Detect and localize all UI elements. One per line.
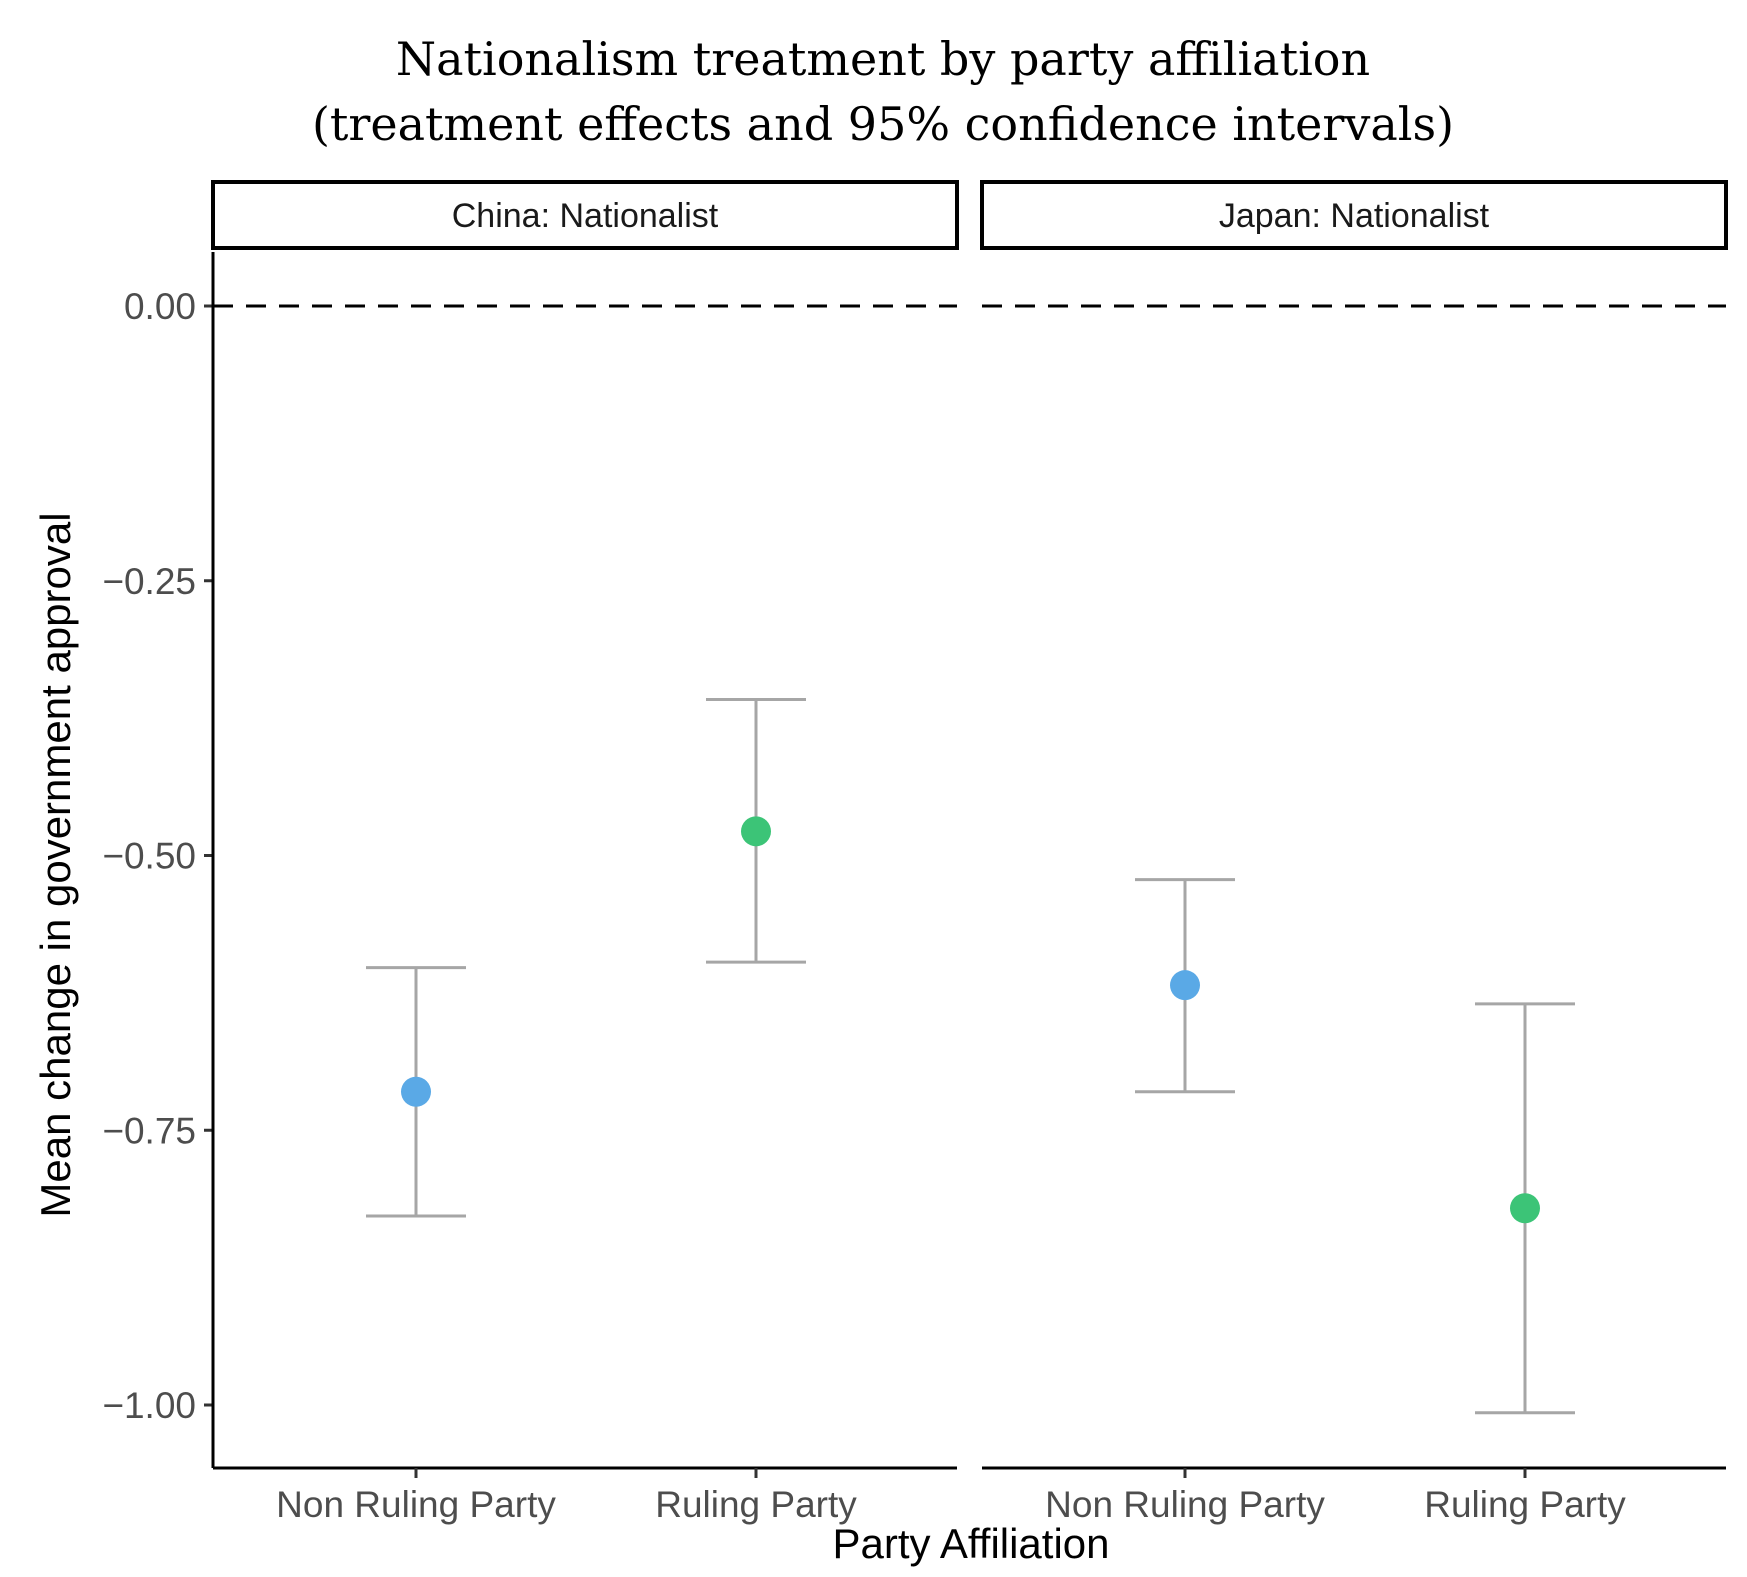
y-tick-label: −0.50 [102, 836, 196, 877]
x-tick-label: Ruling Party [655, 1484, 857, 1525]
facet-strip [211, 180, 959, 250]
x-axis-title: Party Affiliation [832, 1520, 1109, 1567]
facet-strip [980, 180, 1728, 250]
chart-title: Nationalism treatment by party affiliati… [396, 32, 1370, 86]
facet-strip-label: China: Nationalist [452, 197, 719, 235]
x-tick-label: Non Ruling Party [1045, 1484, 1325, 1525]
y-tick-label: −0.75 [102, 1110, 196, 1151]
x-tick-label: Non Ruling Party [276, 1484, 556, 1525]
data-point [1510, 1193, 1540, 1224]
y-axis-title: Mean change in government approval [32, 512, 79, 1217]
chart-subtitle: (treatment effects and 95% confidence in… [312, 97, 1454, 151]
data-point [1170, 970, 1200, 1001]
data-point [741, 816, 771, 847]
facet-strip-label: Japan: Nationalist [1219, 197, 1490, 235]
y-tick-label: −1.00 [102, 1385, 196, 1426]
y-tick-label: 0.00 [124, 286, 196, 327]
y-tick-label: −0.25 [102, 561, 196, 602]
plot-area: 0.00 −0.25 −0.50 −0.75 −1.00 China: Nationali… [102, 180, 1728, 1525]
data-point [401, 1076, 431, 1107]
x-tick-label: Ruling Party [1424, 1484, 1626, 1525]
